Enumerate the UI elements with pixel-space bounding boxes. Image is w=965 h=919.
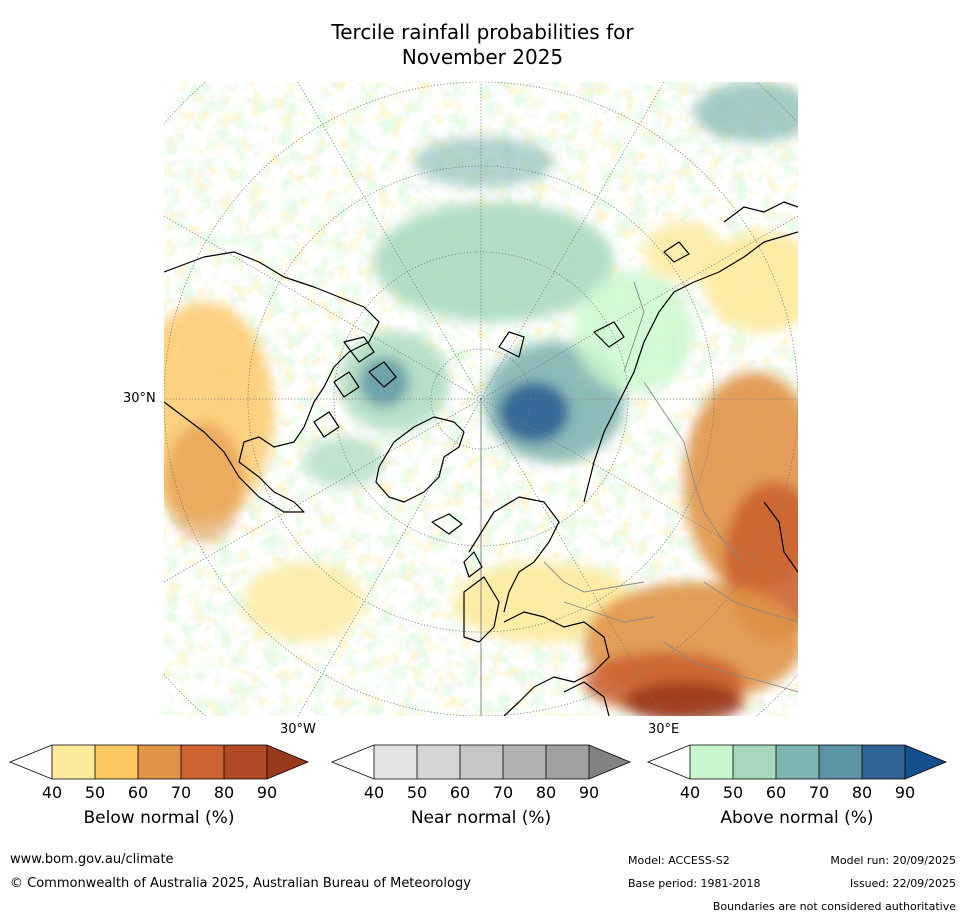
- tick-label: 90: [894, 783, 916, 802]
- map-title: Tercile rainfall probabilities for Novem…: [0, 20, 965, 70]
- tick-label: 50: [722, 783, 744, 802]
- tick-label: 40: [41, 783, 63, 802]
- below-normal-swatch-60: [138, 745, 181, 779]
- longitude-label-west: 30°W: [280, 722, 316, 737]
- tick-label: 80: [851, 783, 873, 802]
- below-normal-colorbar: [8, 744, 310, 780]
- tick-label: 40: [679, 783, 701, 802]
- near-normal-title: Near normal (%): [410, 808, 552, 828]
- title-line-2: November 2025: [401, 45, 564, 69]
- tick-label: 70: [808, 783, 830, 802]
- tick-label: 50: [84, 783, 106, 802]
- forecast-map: [164, 82, 798, 716]
- title-line-1: Tercile rainfall probabilities for: [331, 20, 634, 44]
- above-normal-swatch-lt40: [648, 745, 690, 779]
- below-normal-swatch-50: [95, 745, 138, 779]
- above-normal-swatch-60: [776, 745, 819, 779]
- tick-label: 60: [765, 783, 787, 802]
- website-link[interactable]: www.bom.gov.au/climate: [10, 852, 174, 867]
- map-canvas: [164, 82, 798, 716]
- issued-date: Issued: 22/09/2025: [849, 877, 956, 890]
- tick-label: 70: [492, 783, 514, 802]
- above-normal-swatch-gt90: [905, 745, 946, 779]
- near-normal-swatch-lt40: [332, 745, 374, 779]
- latitude-label: 30°N: [123, 391, 156, 406]
- below-normal-swatch-gt90: [267, 745, 308, 779]
- below-normal-title: Below normal (%): [83, 808, 235, 828]
- below-normal-swatch-lt40: [10, 745, 52, 779]
- base-period: Base period: 1981-2018: [628, 877, 761, 890]
- above-normal-swatch-40: [690, 745, 733, 779]
- boundaries-disclaimer: Boundaries are not considered authoritat…: [712, 900, 956, 913]
- tick-label: 60: [127, 783, 149, 802]
- model-name: Model: ACCESS-S2: [628, 854, 730, 867]
- country-borders: [543, 281, 798, 693]
- near-normal-swatch-60: [460, 745, 503, 779]
- tick-label: 70: [170, 783, 192, 802]
- tick-label: 80: [535, 783, 557, 802]
- tick-label: 90: [578, 783, 600, 802]
- model-run-date: Model run: 20/09/2025: [830, 854, 956, 867]
- below-normal-swatch-40: [52, 745, 95, 779]
- coastlines: [164, 201, 798, 716]
- above-normal-swatch-70: [819, 745, 862, 779]
- near-normal-swatch-70: [503, 745, 546, 779]
- tick-label: 90: [256, 783, 278, 802]
- tick-label: 40: [363, 783, 385, 802]
- above-normal-swatch-80: [862, 745, 905, 779]
- copyright-notice: © Commonwealth of Australia 2025, Austra…: [10, 876, 471, 891]
- below-normal-swatch-70: [181, 745, 224, 779]
- above-normal-colorbar: [646, 744, 948, 780]
- longitude-label-east: 30°E: [648, 722, 680, 737]
- below-normal-swatch-80: [224, 745, 267, 779]
- above-normal-title: Above normal (%): [720, 808, 874, 828]
- near-normal-swatch-50: [417, 745, 460, 779]
- near-normal-swatch-80: [546, 745, 589, 779]
- tick-label: 60: [449, 783, 471, 802]
- near-normal-colorbar: [330, 744, 632, 780]
- near-normal-swatch-gt90: [589, 745, 630, 779]
- above-normal-swatch-50: [733, 745, 776, 779]
- tick-label: 50: [406, 783, 428, 802]
- tick-label: 80: [213, 783, 235, 802]
- near-normal-swatch-40: [374, 745, 417, 779]
